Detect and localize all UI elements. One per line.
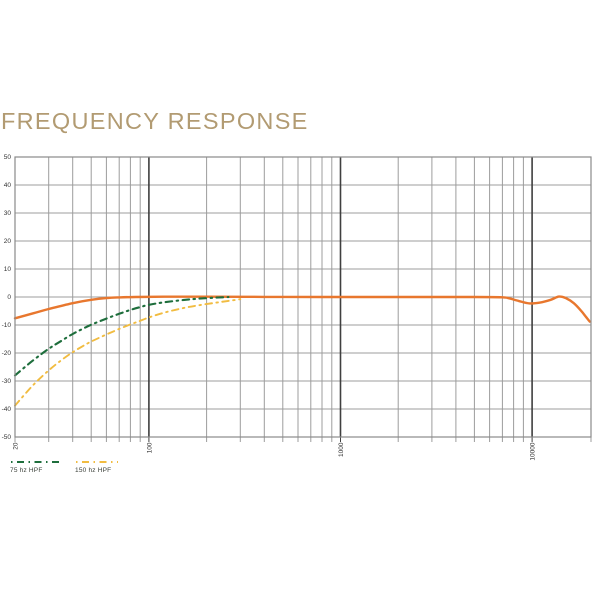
y-tick-label: -10	[2, 322, 12, 329]
legend-line-150hz-icon	[76, 461, 118, 463]
x-tick-label: 20	[12, 442, 19, 450]
y-tick-label: 40	[4, 182, 12, 189]
axis-ticks	[14, 437, 592, 442]
y-tick-label: -50	[2, 434, 12, 441]
legend-label-75hz: 75 hz HPF	[10, 467, 43, 474]
legend-line-75hz-icon	[11, 460, 59, 464]
y-tick-label: 20	[4, 238, 12, 245]
legend-item-75hz: 75 hz HPF	[10, 460, 60, 474]
series-curves	[13, 295, 591, 407]
y-tick-label: 0	[7, 294, 11, 301]
series-curve-150-hz-hpf	[14, 298, 242, 407]
y-tick-label: -20	[2, 350, 12, 357]
x-tick-label: 10000	[530, 442, 537, 460]
y-tick-label: -30	[2, 378, 12, 385]
plot-border	[14, 156, 592, 438]
series-curve-main	[13, 295, 591, 323]
x-tick-label: 100	[146, 442, 153, 453]
legend-label-150hz: 150 hz HPF	[75, 467, 112, 474]
page-title: FREQUENCY RESPONSE	[1, 108, 309, 134]
legend-item-150hz: 150 hz HPF	[75, 460, 119, 474]
chart-legend: 75 hz HPF 150 hz HPF	[10, 460, 119, 474]
series-curve-75-hz-hpf	[13, 296, 230, 377]
y-tick-label: -40	[2, 406, 12, 413]
y-tick-label: 10	[4, 266, 12, 273]
y-tick-label: 30	[4, 210, 12, 217]
x-tick-label: 1000	[338, 442, 345, 457]
y-tick-label: 50	[4, 154, 12, 161]
